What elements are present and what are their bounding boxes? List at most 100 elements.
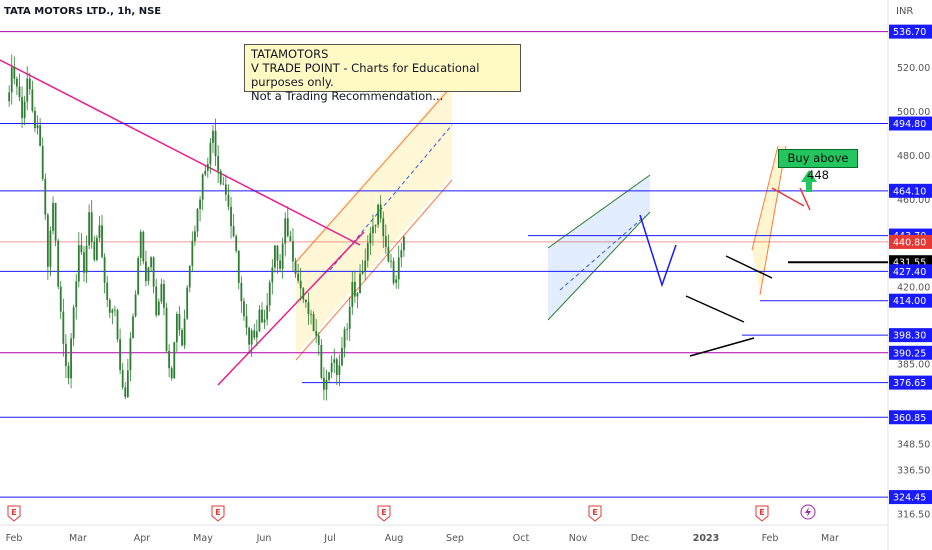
candle-body: [134, 294, 137, 317]
y-tick-label: 500.00: [897, 107, 930, 118]
level-label: 536.70: [893, 27, 926, 38]
level-label: 431.55: [893, 258, 926, 269]
candle-body: [121, 370, 124, 388]
currency-label: INR: [896, 6, 914, 17]
level-label-bg: [889, 293, 932, 308]
candle-body: [250, 330, 253, 345]
candle-body: [163, 283, 165, 308]
candle-body: [49, 230, 52, 267]
candle-body: [188, 265, 191, 288]
earnings-marker-icon: [211, 505, 225, 522]
level-label: 360.85: [893, 413, 926, 424]
candle-body: [230, 206, 232, 227]
zigzag-pattern: [639, 214, 677, 288]
candle-body: [222, 183, 225, 185]
candle-body: [132, 316, 134, 339]
candle-body: [304, 299, 307, 303]
candle-body: [338, 365, 341, 375]
level-label-bg: [889, 345, 932, 360]
candle-body: [175, 314, 178, 343]
y-tick-label: 385.00: [897, 359, 930, 370]
x-tick-label: Apr: [134, 533, 151, 544]
candle-body: [152, 257, 155, 287]
candle-body: [155, 286, 158, 316]
candle-body: [204, 170, 207, 175]
level-label-bg: [889, 410, 932, 425]
candle-body: [248, 327, 250, 345]
candle-body: [142, 231, 145, 262]
y-tick-label: 420.00: [897, 283, 930, 294]
candle-body: [286, 218, 289, 237]
candle-body: [65, 343, 67, 366]
candle-body: [351, 282, 354, 308]
y-tick-label: 520.00: [897, 63, 930, 74]
earnings-marker-glyph: E: [11, 508, 16, 517]
candle-body: [395, 279, 398, 283]
level-label-bg: [889, 375, 932, 390]
candle-body: [320, 344, 323, 378]
red-resistance-line-2: [771, 187, 805, 207]
candle-body: [39, 125, 42, 147]
y-tick-label: 336.50: [897, 466, 930, 477]
x-tick-label: May: [193, 533, 213, 544]
candle-body: [292, 241, 294, 262]
candle-body: [206, 163, 209, 171]
level-label-bg: [889, 116, 932, 131]
candle-body: [57, 240, 60, 287]
candle-body: [392, 260, 395, 283]
x-tick-label: Aug: [385, 533, 404, 544]
candle-body: [240, 282, 243, 302]
candle-body: [348, 307, 351, 329]
candle-body: [119, 339, 121, 371]
candle-body: [31, 89, 34, 111]
earnings-marker-glyph: E: [592, 508, 597, 517]
candle-body: [75, 281, 78, 308]
candle-body: [364, 260, 367, 271]
candle-body: [299, 280, 302, 289]
candle-body: [361, 270, 364, 274]
candle-body: [108, 299, 111, 313]
x-tick-label: Sep: [446, 533, 464, 544]
candle-body: [243, 301, 245, 317]
candle-body: [274, 245, 276, 268]
candle-body: [8, 92, 11, 102]
candle-body: [103, 256, 106, 283]
orange-channel-upper: [295, 85, 453, 263]
candle-body: [201, 174, 204, 200]
candle-body: [147, 267, 150, 282]
candle-body: [325, 379, 328, 390]
candle-body: [310, 313, 312, 315]
x-tick-label: Feb: [6, 533, 23, 544]
candle-body: [85, 245, 88, 273]
candle-body: [41, 146, 44, 179]
candle-body: [281, 243, 284, 269]
candle-body: [124, 387, 127, 397]
y-tick-label: 348.50: [897, 439, 930, 450]
candle-body: [129, 338, 132, 371]
candle-body: [72, 307, 75, 339]
level-label-bg: [889, 183, 932, 198]
pennant-line: [725, 255, 773, 279]
candle-body: [387, 246, 390, 262]
x-tick-label: Mar: [821, 533, 839, 544]
y-tick-label: 316.50: [897, 510, 930, 521]
candle-body: [13, 67, 16, 79]
candle-body: [382, 218, 385, 237]
dividend-bolt-icon: [805, 507, 811, 517]
green-channel-mid: [559, 215, 646, 291]
x-tick-label: 2023: [693, 533, 719, 544]
candle-body: [62, 311, 65, 344]
candle-body: [403, 236, 405, 251]
candle-body: [150, 257, 152, 268]
y-tick-label: 460.00: [897, 195, 930, 206]
earnings-marker-icon: [377, 505, 391, 522]
candle-body: [160, 283, 163, 302]
candle-body: [26, 78, 29, 102]
triangle-upper: [685, 295, 745, 323]
buy-callout: Buy above 448: [778, 149, 858, 182]
candle-body: [181, 330, 183, 346]
orange-channel-lower: [295, 179, 453, 361]
orange-channel-fill: [296, 82, 452, 355]
candle-body: [307, 302, 310, 315]
